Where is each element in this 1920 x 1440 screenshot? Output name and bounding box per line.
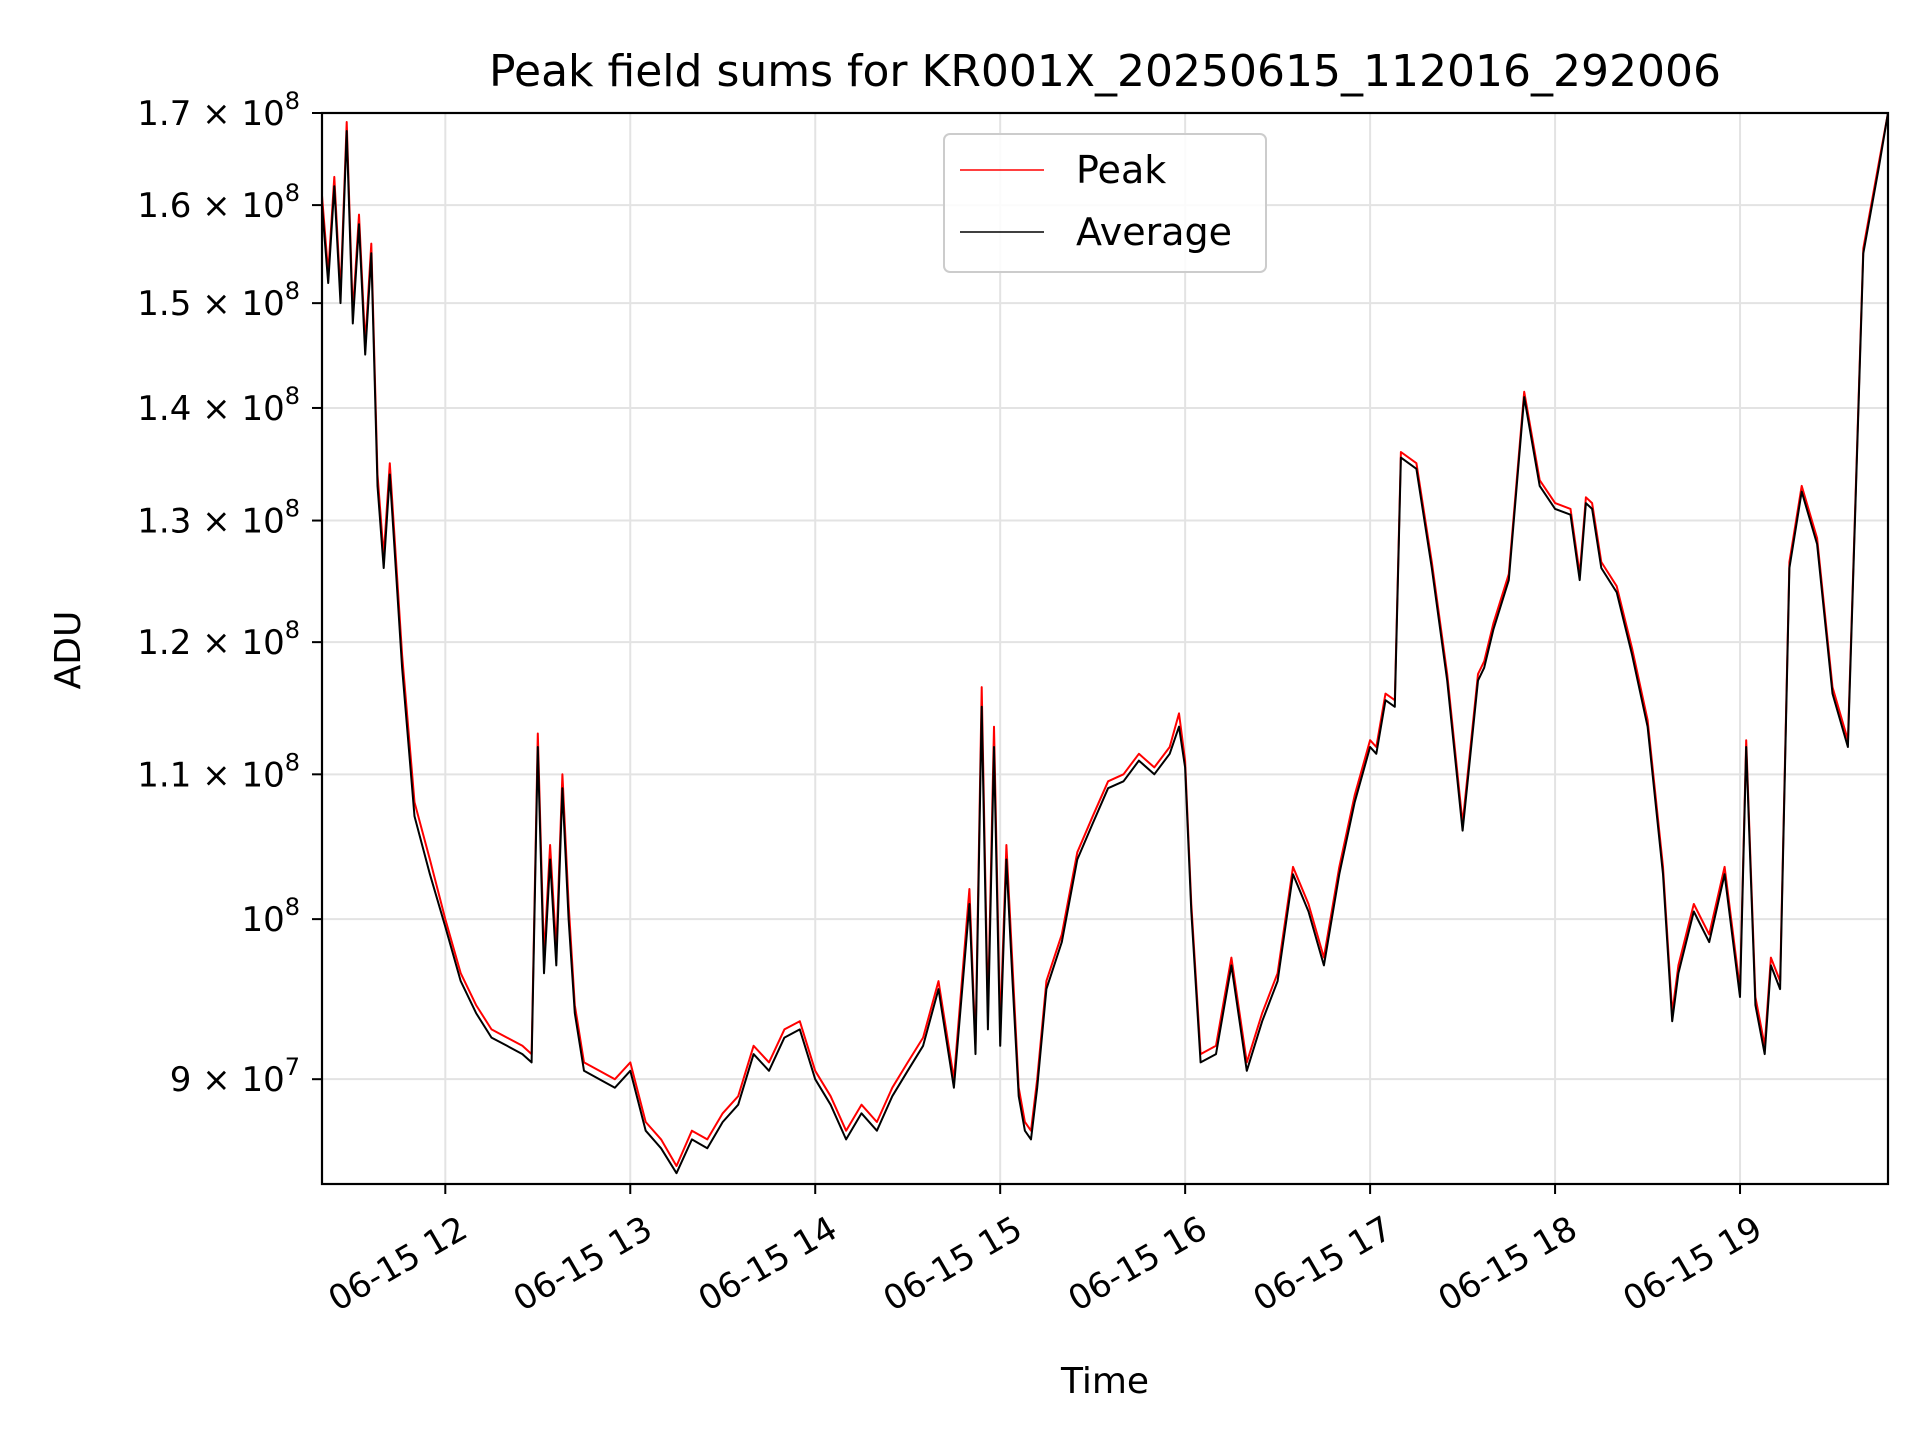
legend-box	[943, 133, 1267, 273]
legend-label-average: Average	[1076, 210, 1232, 254]
series-line-average	[322, 113, 1888, 1175]
y-tick-label: 1.5 × 108	[137, 277, 300, 324]
y-tick-label: 1.7 × 108	[137, 87, 300, 134]
y-tick-label: 1.4 × 108	[137, 382, 300, 429]
x-axis-title: Time	[1060, 1361, 1149, 1402]
plot-area-frame	[320, 111, 1890, 1186]
y-tick-label: 1.2 × 108	[137, 616, 300, 663]
y-axis-ticks: 9 × 107 108 1.1 × 108 1.2 × 108 1.3 × 108 1.4…	[137, 87, 322, 1100]
y-tick-label: 1.6 × 108	[137, 179, 300, 226]
y-tick-label: 9 × 107	[170, 1053, 300, 1100]
y-tick-label: 1.3 × 108	[137, 495, 300, 542]
series-line-peak	[322, 113, 1888, 1167]
legend-label-peak: Peak	[1076, 148, 1166, 192]
y-tick-label: 108	[241, 893, 300, 940]
series-lines	[322, 113, 1888, 1175]
y-axis-title: ADU	[48, 611, 89, 690]
legend: Peak Average	[943, 133, 1267, 273]
grid	[322, 112, 1888, 1184]
chart-title: Peak field sums for KR001X_20250615_1120…	[489, 46, 1721, 97]
y-tick-label: 1.1 × 108	[137, 748, 300, 795]
